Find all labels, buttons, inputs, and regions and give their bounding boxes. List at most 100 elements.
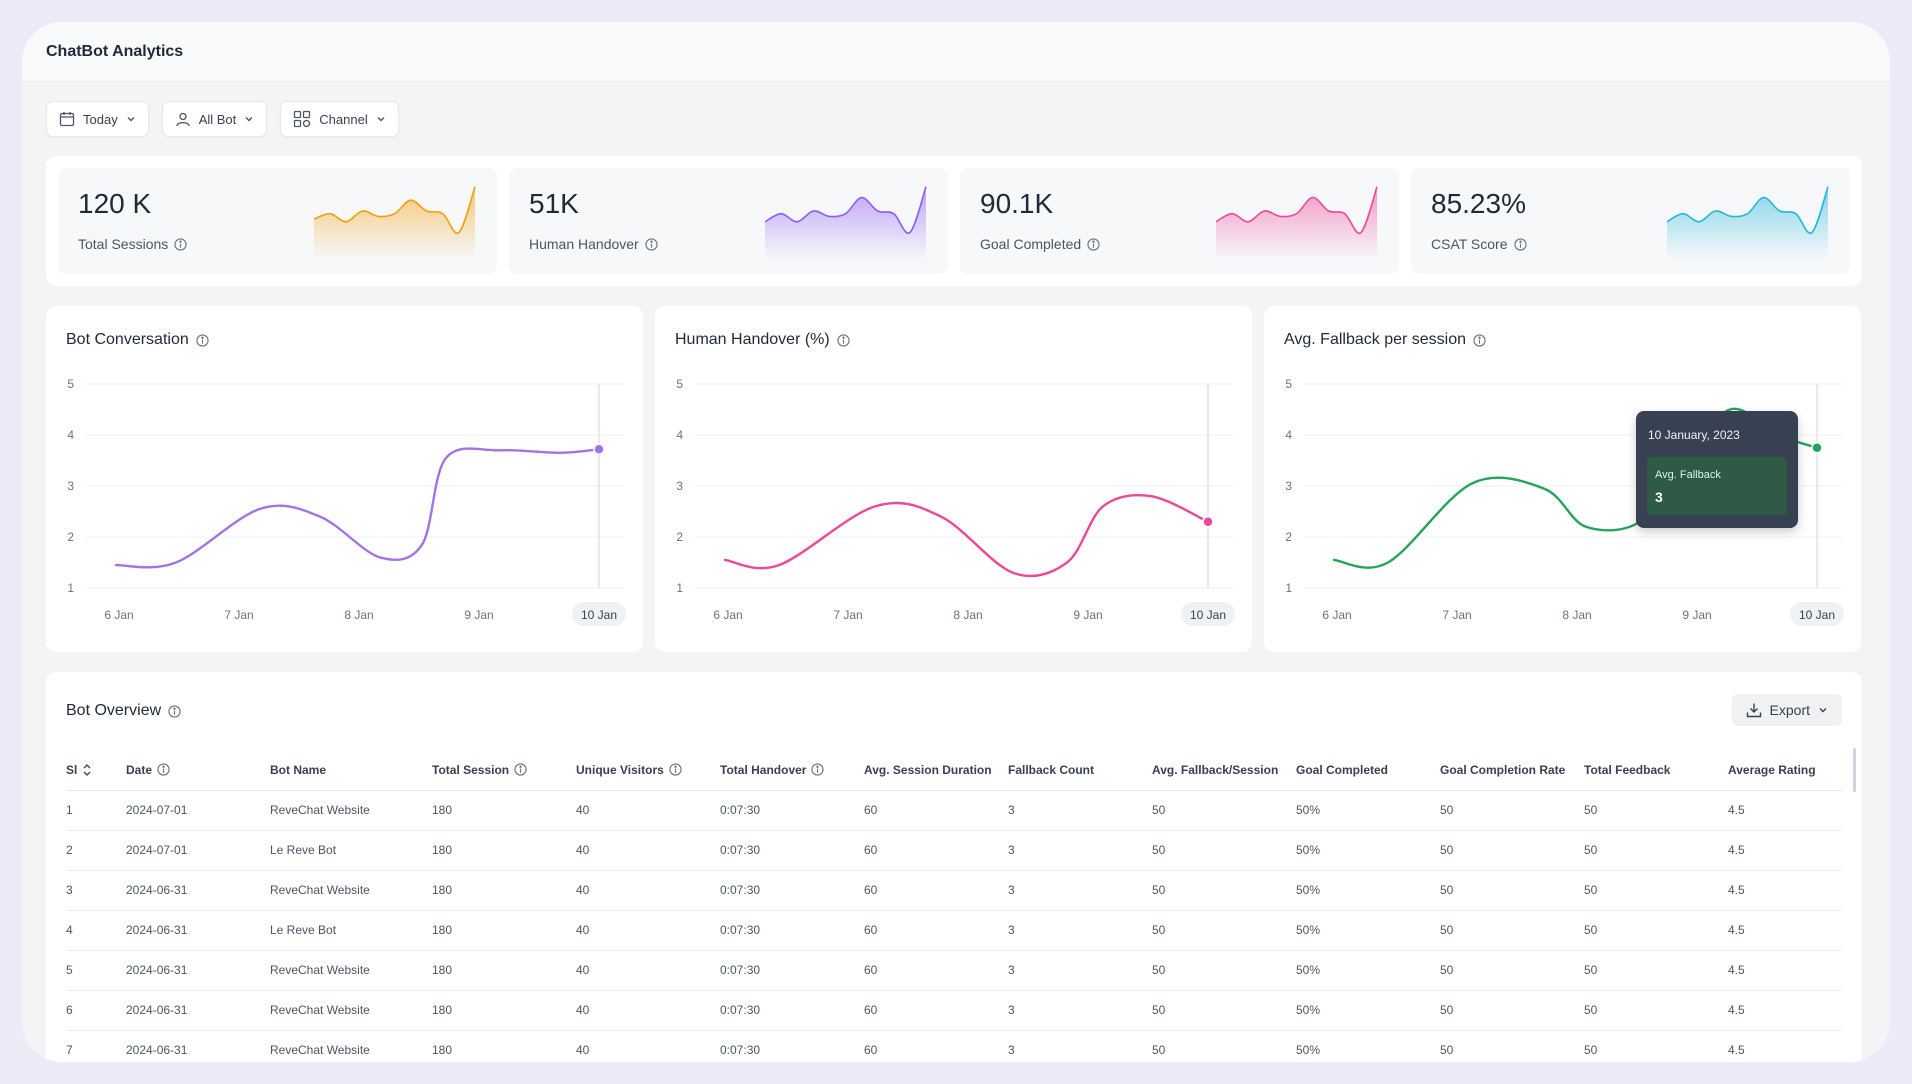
series-line <box>723 493 1210 578</box>
info-icon[interactable] <box>157 763 170 776</box>
table-cell: 50 <box>1440 790 1584 831</box>
column-header-sl[interactable]: Sl <box>66 750 126 791</box>
table-row[interactable]: 5 2024-06-31 ReveChat Website 180 40 0:07:30 6… <box>66 950 1842 991</box>
sparkline-area <box>314 186 475 260</box>
table-body: 1 2024-07-01 ReveChat Website 180 40 0:07:30 6… <box>66 790 1842 1062</box>
table-cell: 3 <box>1008 910 1152 951</box>
x-tick-label: 7 Jan <box>224 608 253 622</box>
info-icon[interactable] <box>174 237 187 251</box>
kpi-value: 120 K <box>78 188 152 219</box>
table-cell: 2024-06-31 <box>126 950 270 991</box>
chart-card-avg-fallback: 1 2 3 4 5 6 Jan 7 Jan 8 Jan 9 Jan 10 Jan Avg. Fal… <box>1264 306 1861 652</box>
y-tick-label: 5 <box>67 377 74 391</box>
table-cell: 0:07:30 <box>720 910 864 951</box>
y-tick-label: 4 <box>676 428 683 442</box>
x-tick-label: 8 Jan <box>1562 608 1591 622</box>
table-row[interactable]: 4 2024-06-31 Le Reve Bot 180 40 0:07:30 60 3 50 5… <box>66 910 1842 951</box>
table-cell: 50 <box>1440 1030 1584 1062</box>
table-cell: 0:07:30 <box>720 830 864 871</box>
info-icon[interactable] <box>811 763 825 776</box>
x-tick-label: 6 Jan <box>1322 608 1351 622</box>
info-icon[interactable] <box>168 704 181 718</box>
table-cell: 0:07:30 <box>720 990 864 1031</box>
table-cell: ReveChat Website <box>270 990 432 1031</box>
table-cell: 50 <box>1584 790 1728 831</box>
table-cell: 50 <box>1152 870 1296 911</box>
table-cell: 50 <box>1440 870 1584 911</box>
y-tick-label: 1 <box>67 581 74 595</box>
scrollbar-thumb[interactable] <box>1853 748 1856 792</box>
kpi-value: 90.1K <box>980 188 1054 219</box>
table-cell: 50% <box>1296 870 1440 911</box>
y-tick-label: 4 <box>1285 428 1292 442</box>
sparkline <box>1667 186 1829 260</box>
channel-filter[interactable]: Channel <box>280 101 399 137</box>
table-cell: 60 <box>864 910 1008 951</box>
table-row[interactable]: 2 2024-07-01 Le Reve Bot 180 40 0:07:30 60 3 50 5… <box>66 830 1842 871</box>
export-button[interactable]: Export <box>1731 694 1842 726</box>
kpi-human-handover: 51K Human Handover <box>509 168 948 274</box>
info-icon[interactable] <box>1513 237 1527 251</box>
table-cell: 40 <box>576 830 720 871</box>
table-title-row: Bot Overview <box>66 702 181 720</box>
table-cell: 3 <box>1008 950 1152 991</box>
x-tick-label: 7 Jan <box>833 608 862 622</box>
y-tick-label: 2 <box>67 530 74 544</box>
x-tick-label: 10 Jan <box>1190 608 1226 622</box>
sort-icon[interactable] <box>82 763 92 777</box>
channel-filter-label: Channel <box>319 111 368 127</box>
table-cell: 40 <box>576 790 720 831</box>
bot-filter[interactable]: All Bot <box>161 101 268 137</box>
table-cell: 50 <box>1584 830 1728 871</box>
table-cell: 180 <box>432 950 576 991</box>
table-cell: 4.5 <box>1728 1030 1842 1062</box>
table-row[interactable]: 1 2024-07-01 ReveChat Website 180 40 0:07:30 6… <box>66 790 1842 831</box>
sparkline-area <box>1216 186 1377 260</box>
y-tick-label: 3 <box>1285 479 1292 493</box>
sparkline-line <box>1216 186 1378 235</box>
x-tick-label: 10 Jan <box>1799 608 1835 622</box>
table-cell: 2024-07-01 <box>126 830 270 871</box>
kpi-csat-score: 85.23% CSAT Score <box>1411 168 1850 274</box>
table-cell: 4.5 <box>1728 790 1842 831</box>
kpi-label: Goal Completed <box>980 236 1082 252</box>
tooltip-value: 3 <box>1655 489 1663 505</box>
qr-grid-icon <box>294 110 311 128</box>
sparkline <box>765 186 927 260</box>
table-cell: 60 <box>864 790 1008 831</box>
table-cell: 50 <box>1584 950 1728 991</box>
chevron-down-icon <box>377 117 385 122</box>
table-cell: 50 <box>1440 990 1584 1031</box>
table-cell: 50 <box>1152 910 1296 951</box>
bot-overview-card: Bot Overview Export Sl Date Bot Name Tot… <box>46 672 1862 1062</box>
sparkline-line <box>765 186 927 235</box>
kpi-panel: 120 K Total Sessions 51K Human Handover … <box>46 156 1862 286</box>
info-icon[interactable] <box>1473 333 1486 347</box>
bot-overview-table: Sl Date Bot Name Total Session Unique Vi… <box>66 750 1842 1062</box>
info-icon[interactable] <box>196 333 209 347</box>
table-row[interactable]: 7 2024-06-31 ReveChat Website 180 40 0:07:30 6… <box>66 1030 1842 1062</box>
table-cell: 4.5 <box>1728 950 1842 991</box>
table-cell: 40 <box>576 1030 720 1062</box>
date-filter[interactable]: Today <box>46 101 149 137</box>
table-cell: 180 <box>432 830 576 871</box>
info-icon[interactable] <box>669 763 682 776</box>
info-icon[interactable] <box>837 333 850 347</box>
table-row[interactable]: 6 2024-06-31 ReveChat Website 180 40 0:07:30 6… <box>66 990 1842 1031</box>
data-point[interactable] <box>1202 515 1214 528</box>
chart-title-row: Avg. Fallback per session <box>1284 331 1486 349</box>
bot-filter-label: All Bot <box>198 111 237 127</box>
info-icon[interactable] <box>645 237 658 251</box>
chevron-down-icon <box>245 117 253 122</box>
sparkline <box>1216 186 1378 260</box>
table-cell: 0:07:30 <box>720 950 864 991</box>
series-line <box>114 447 601 569</box>
data-point[interactable] <box>1811 442 1823 454</box>
info-icon[interactable] <box>514 763 527 776</box>
chart-title-row: Bot Conversation <box>66 331 209 349</box>
sparkline-line <box>1667 186 1829 235</box>
chart-title: Avg. Fallback per session <box>1284 331 1467 348</box>
table-row[interactable]: 3 2024-06-31 ReveChat Website 180 40 0:07:30 6… <box>66 870 1842 911</box>
info-icon[interactable] <box>1087 237 1100 251</box>
data-point[interactable] <box>593 443 605 456</box>
